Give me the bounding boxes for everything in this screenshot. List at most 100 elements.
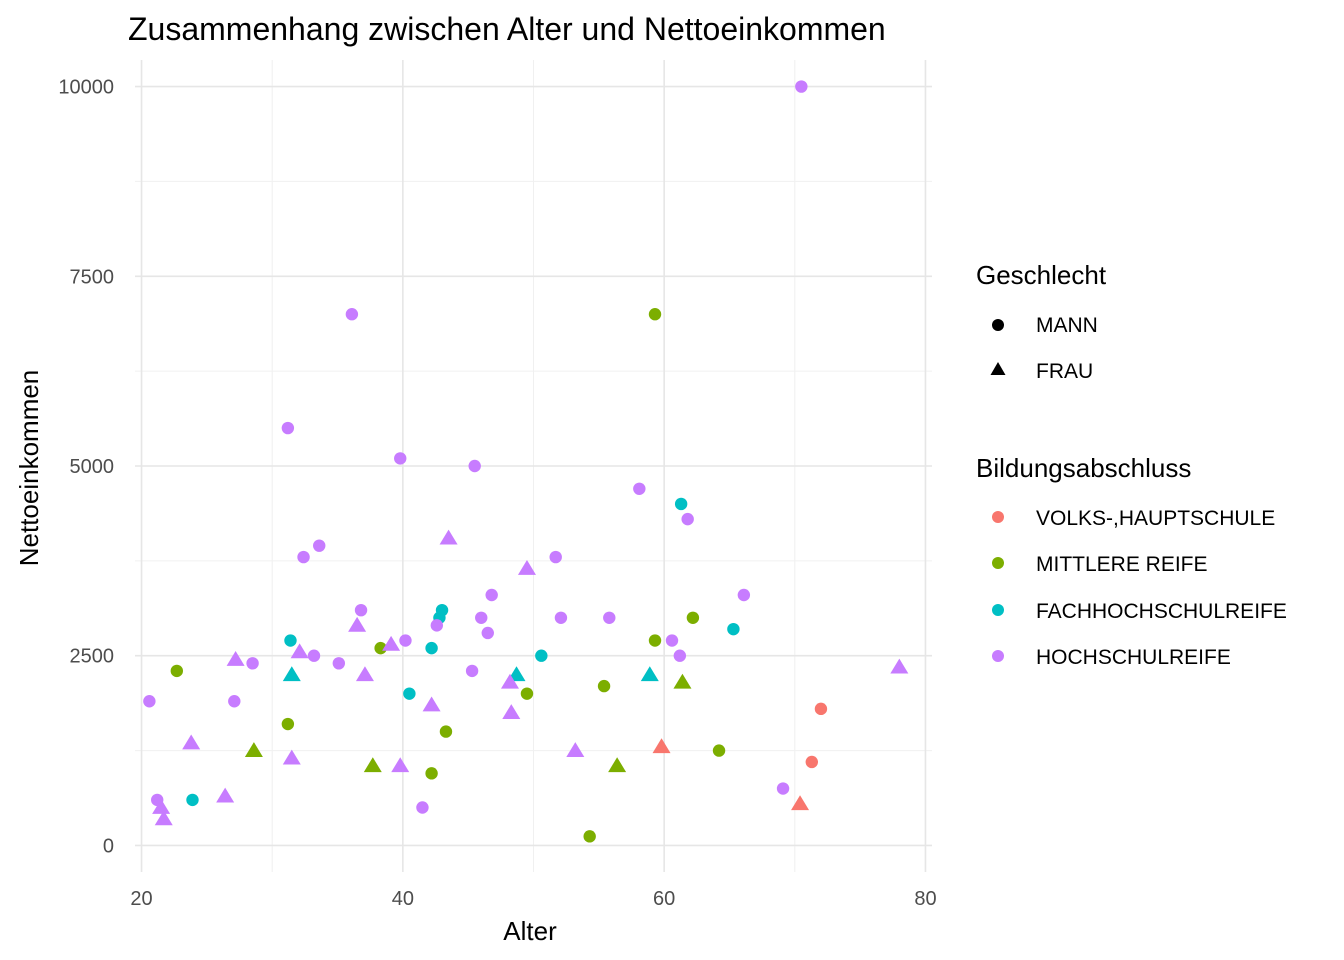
data-point-mann [673, 649, 687, 662]
data-point-frau [152, 798, 171, 814]
y-axis-title: Nettoeinkommen [14, 370, 44, 567]
data-point-frau [290, 643, 309, 659]
panel-grid [135, 60, 932, 872]
legend-key-hochschulreife [992, 650, 1004, 662]
data-point-mann [814, 702, 828, 716]
data-point-mann [281, 421, 295, 435]
legend-key-fachhochschulreife [992, 604, 1004, 616]
data-point-mann [439, 725, 453, 738]
y-tick-label: 5000 [70, 456, 115, 478]
y-tick-label: 7500 [70, 266, 115, 288]
data-point-mann [281, 717, 295, 731]
data-point-frau [566, 742, 585, 757]
data-point-mann [603, 611, 616, 624]
legend-label-mann: MANN [1036, 314, 1098, 337]
data-point-mann [228, 695, 241, 708]
data-point-mann [712, 744, 726, 757]
data-point-mann [374, 641, 387, 655]
data-point-mann [485, 588, 498, 602]
data-point-mann [727, 622, 740, 636]
data-point-mann [468, 459, 481, 473]
y-tick-label: 10000 [58, 77, 114, 99]
data-point-mann [674, 497, 688, 511]
x-tick-label: 20 [130, 888, 152, 910]
x-tick-label: 60 [653, 888, 675, 910]
data-point-frau [182, 734, 201, 750]
data-point-mann [246, 657, 259, 670]
x-tick-label: 40 [392, 888, 414, 910]
data-point-frau [673, 673, 692, 689]
data-point-mann [805, 755, 818, 769]
data-point-mann [737, 588, 751, 602]
legend-label-volks-hauptschule: VOLKS-,HAUPTSCHULE [1036, 507, 1275, 530]
data-point-mann [403, 687, 416, 700]
data-point-mann [475, 611, 488, 624]
y-tick-label: 0 [103, 835, 114, 857]
legend-title-bildungsabschluss: Bildungsabschluss [976, 453, 1191, 483]
data-point-frau [244, 742, 263, 757]
data-point-frau [517, 559, 536, 575]
legend-title-geschlecht: Geschlecht [976, 260, 1107, 290]
legend-geschlecht: Geschlecht MANN FRAU [976, 260, 1107, 383]
data-point-frau [500, 673, 519, 689]
data-point-mann [354, 603, 368, 617]
data-point-frau [154, 810, 173, 826]
data-point-mann [648, 308, 662, 321]
data-point-mann [425, 641, 438, 655]
x-axis-title: Alter [503, 916, 557, 946]
data-point-frau [282, 666, 301, 682]
data-point-mann [399, 634, 412, 647]
data-point-mann [430, 619, 444, 632]
data-point-mann [776, 782, 790, 795]
data-point-mann [313, 539, 326, 552]
data-point-mann [416, 801, 429, 814]
data-points [143, 80, 909, 843]
data-point-frau [652, 738, 671, 754]
data-point-mann [143, 695, 156, 708]
legend-label-mittlere-reife: MITTLERE REIFE [1036, 553, 1208, 576]
legend-key-mittlere-reife [992, 557, 1004, 569]
legend-label-frau: FRAU [1036, 360, 1093, 383]
data-point-frau [439, 529, 458, 545]
x-tick-label: 80 [914, 888, 936, 910]
data-point-frau [348, 616, 367, 632]
data-point-mann [795, 80, 808, 93]
data-point-frau [226, 651, 245, 666]
data-point-mann [597, 679, 611, 693]
x-axis-ticks: 20 40 60 80 [130, 888, 936, 910]
data-point-frau [502, 704, 521, 720]
chart-title: Zusammenhang zwischen Alter und Nettoein… [128, 11, 886, 47]
data-point-mann [686, 611, 700, 624]
data-point-frau [890, 658, 909, 674]
data-point-mann [665, 634, 679, 647]
data-point-frau [608, 757, 627, 773]
data-point-frau [422, 696, 441, 712]
legend-key-volks-hauptschule [992, 511, 1004, 523]
data-point-mann [549, 550, 562, 564]
data-point-mann [284, 634, 297, 647]
data-point-mann [633, 482, 646, 495]
data-point-mann [425, 767, 438, 780]
data-point-mann [481, 626, 494, 640]
data-point-frau [791, 795, 810, 811]
data-point-mann [307, 649, 321, 662]
legend-label-fachhochschulreife: FACHHOCHSCHULREIFE [1036, 600, 1287, 623]
data-point-frau [282, 749, 301, 765]
data-point-frau [216, 787, 235, 803]
data-point-frau [391, 757, 410, 773]
data-point-mann [681, 512, 694, 526]
data-point-frau [363, 757, 382, 773]
data-point-frau [355, 666, 374, 682]
data-point-mann [332, 657, 346, 670]
data-point-mann [465, 664, 479, 678]
data-point-mann [394, 452, 407, 465]
data-point-mann [170, 664, 184, 678]
legend-bildungsabschluss: Bildungsabschluss VOLKS-,HAUPTSCHULE MIT… [976, 453, 1287, 669]
data-point-mann [535, 649, 548, 662]
data-point-mann [554, 611, 568, 624]
y-tick-label: 2500 [70, 646, 115, 668]
data-point-mann [297, 550, 310, 564]
y-axis-ticks: 0 2500 5000 7500 10000 [58, 77, 114, 858]
data-point-mann [345, 308, 359, 321]
